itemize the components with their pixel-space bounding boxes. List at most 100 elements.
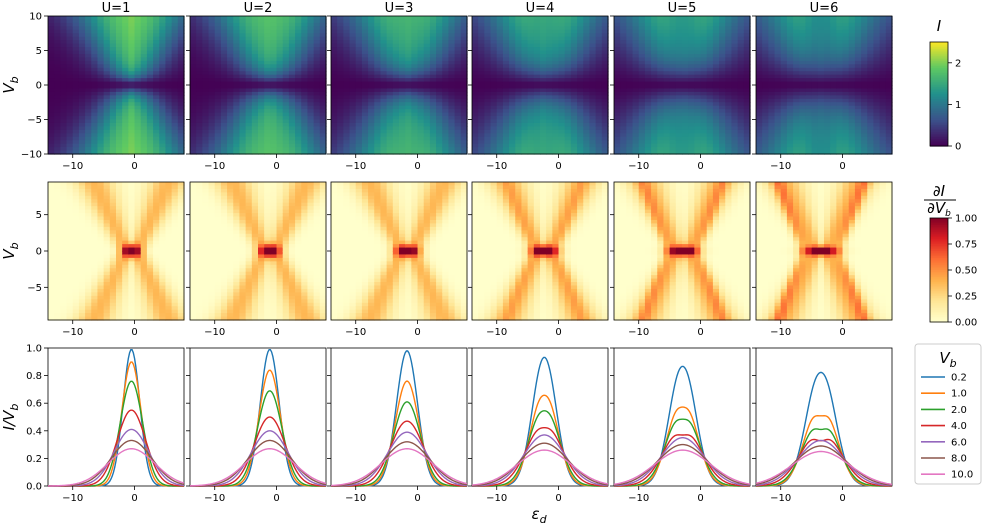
current-heatmap-cell bbox=[140, 50, 148, 55]
current-heatmap-cell bbox=[496, 91, 504, 96]
current-heatmap-cell bbox=[85, 67, 92, 72]
current-heatmap-cell bbox=[811, 95, 819, 100]
current-heatmap-cell bbox=[442, 71, 450, 76]
current-heatmap-cell bbox=[233, 40, 241, 45]
current-heatmap-cell bbox=[583, 43, 591, 48]
current-heatmap-cell bbox=[368, 64, 375, 69]
current-heatmap-cell bbox=[663, 81, 671, 86]
current-heatmap-cell bbox=[496, 133, 504, 138]
current-heatmap-cell bbox=[793, 43, 800, 48]
current-heatmap-cell bbox=[515, 98, 523, 103]
current-heatmap-cell bbox=[675, 22, 683, 27]
current-heatmap-cell bbox=[644, 74, 652, 79]
current-heatmap-cell bbox=[454, 57, 462, 62]
current-heatmap-cell bbox=[737, 16, 745, 21]
current-heatmap-cell bbox=[675, 33, 683, 38]
current-heatmap-cell bbox=[712, 36, 720, 41]
current-heatmap-cell bbox=[442, 129, 450, 134]
current-heatmap-cell bbox=[85, 98, 92, 103]
current-heatmap-cell bbox=[128, 85, 136, 90]
current-heatmap-cell bbox=[270, 136, 278, 141]
current-heatmap-cell bbox=[620, 98, 627, 103]
current-heatmap-cell bbox=[399, 85, 406, 90]
current-heatmap-cell bbox=[399, 150, 406, 155]
current-heatmap-cell bbox=[774, 85, 782, 90]
current-heatmap-cell bbox=[355, 129, 363, 134]
current-heatmap-cell bbox=[694, 29, 702, 34]
current-heatmap-cell bbox=[442, 19, 450, 24]
current-heatmap-cell bbox=[343, 85, 351, 90]
current-heatmap-cell bbox=[405, 71, 412, 76]
current-heatmap-cell bbox=[282, 150, 290, 155]
current-heatmap-cell bbox=[756, 47, 763, 52]
current-heatmap-cell bbox=[122, 133, 129, 138]
current-heatmap-cell bbox=[165, 16, 173, 21]
current-heatmap-cell bbox=[295, 109, 302, 114]
current-heatmap-cell bbox=[258, 109, 265, 114]
current-heatmap-cell bbox=[577, 26, 584, 31]
current-heatmap-cell bbox=[153, 98, 160, 103]
current-heatmap-cell bbox=[307, 105, 315, 110]
current-heatmap-cell bbox=[202, 50, 210, 55]
current-heatmap-cell bbox=[719, 102, 726, 107]
current-heatmap-cell bbox=[601, 19, 609, 24]
current-heatmap-cell bbox=[719, 26, 726, 31]
current-heatmap-cell bbox=[824, 22, 831, 27]
current-heatmap-cell bbox=[233, 143, 241, 148]
current-heatmap-cell bbox=[171, 50, 179, 55]
current-heatmap-cell bbox=[768, 147, 776, 152]
current-heatmap-cell bbox=[374, 143, 382, 148]
current-heatmap-cell bbox=[756, 88, 763, 93]
current-heatmap-cell bbox=[817, 60, 825, 65]
current-heatmap-cell bbox=[78, 98, 86, 103]
current-heatmap-cell bbox=[97, 116, 105, 121]
current-heatmap-cell bbox=[411, 143, 419, 148]
current-heatmap-cell bbox=[319, 129, 327, 134]
current-heatmap-cell bbox=[48, 91, 55, 96]
current-heatmap-cell bbox=[657, 81, 665, 86]
current-heatmap-cell bbox=[484, 53, 492, 58]
current-heatmap-cell bbox=[349, 91, 357, 96]
current-heatmap-cell bbox=[830, 33, 837, 38]
current-heatmap-cell bbox=[190, 64, 197, 69]
current-heatmap-cell bbox=[417, 105, 425, 110]
current-heatmap-cell bbox=[343, 88, 351, 93]
current-heatmap-cell bbox=[190, 71, 197, 76]
current-heatmap-cell bbox=[811, 71, 819, 76]
current-heatmap-cell bbox=[731, 57, 739, 62]
current-heatmap-cell bbox=[337, 60, 344, 65]
current-heatmap-cell bbox=[202, 140, 210, 145]
current-heatmap-cell bbox=[725, 43, 733, 48]
current-heatmap-cell bbox=[171, 119, 179, 124]
current-heatmap-cell bbox=[301, 50, 309, 55]
current-heatmap-cell bbox=[411, 109, 419, 114]
current-heatmap-cell bbox=[756, 19, 763, 24]
current-heatmap-cell bbox=[700, 112, 708, 117]
current-heatmap-cell bbox=[417, 150, 425, 155]
current-heatmap-cell bbox=[743, 74, 751, 79]
current-heatmap-cell bbox=[552, 126, 560, 131]
current-heatmap-cell bbox=[165, 40, 173, 45]
current-heatmap-cell bbox=[368, 26, 375, 31]
current-heatmap-cell bbox=[349, 85, 357, 90]
current-heatmap-cell bbox=[484, 64, 492, 69]
current-heatmap-cell bbox=[700, 16, 708, 21]
current-heatmap-cell bbox=[264, 112, 271, 117]
current-heatmap-cell bbox=[159, 53, 167, 58]
current-heatmap-cell bbox=[632, 136, 640, 141]
current-heatmap-cell bbox=[694, 102, 702, 107]
current-heatmap-cell bbox=[343, 64, 351, 69]
current-heatmap-cell bbox=[824, 26, 831, 31]
current-heatmap-cell bbox=[140, 116, 148, 121]
current-heatmap-cell bbox=[109, 133, 117, 138]
current-heatmap-cell bbox=[97, 150, 105, 155]
current-heatmap-cell bbox=[417, 26, 425, 31]
current-heatmap-cell bbox=[478, 26, 485, 31]
current-heatmap-cell bbox=[614, 98, 621, 103]
current-heatmap-cell bbox=[712, 116, 720, 121]
current-heatmap-cell bbox=[762, 36, 769, 41]
current-heatmap-cell bbox=[214, 22, 222, 27]
current-heatmap-cell bbox=[638, 91, 646, 96]
current-heatmap-cell bbox=[78, 60, 86, 65]
current-heatmap-cell bbox=[472, 50, 479, 55]
